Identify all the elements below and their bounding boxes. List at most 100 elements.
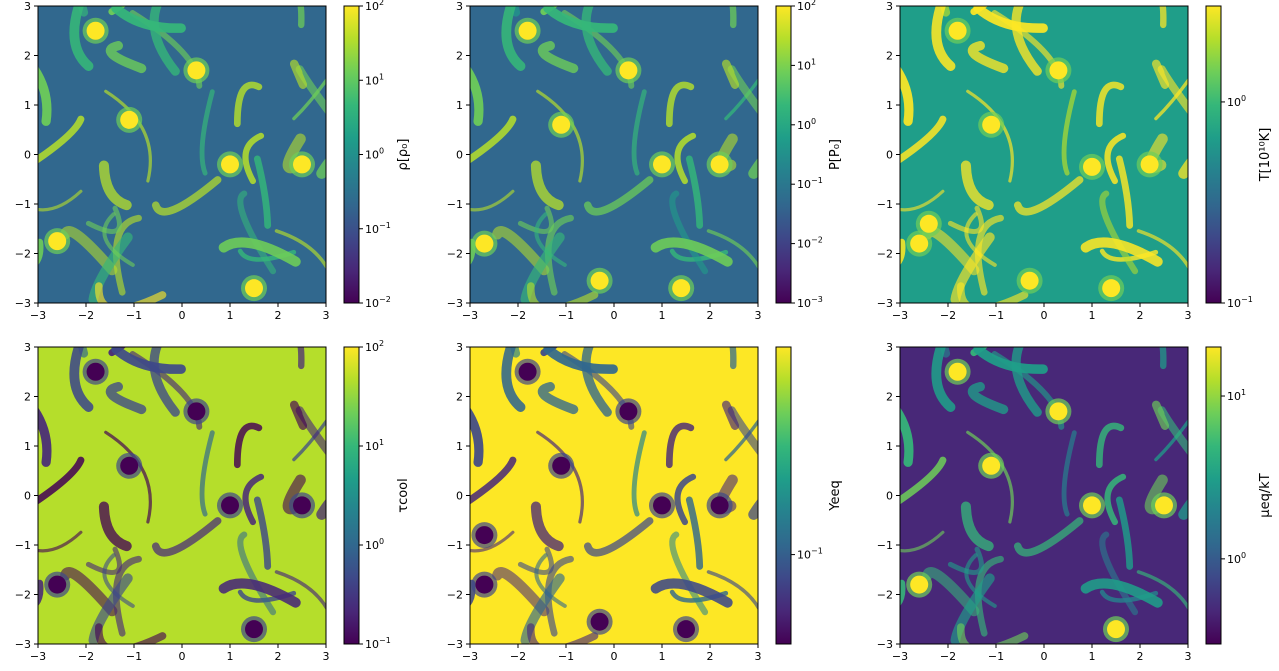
filament bbox=[631, 89, 647, 176]
filament bbox=[253, 155, 272, 229]
colorbar bbox=[343, 5, 360, 304]
filament bbox=[534, 553, 567, 608]
clump bbox=[293, 155, 311, 174]
filament bbox=[38, 115, 85, 164]
colorbar-tick-label: 10−1 bbox=[797, 547, 823, 562]
filament bbox=[1115, 496, 1134, 570]
clump bbox=[120, 456, 139, 475]
filament bbox=[900, 189, 945, 212]
filament bbox=[316, 498, 326, 520]
x-tick-label: −3 bbox=[30, 309, 46, 322]
clump bbox=[1083, 157, 1101, 176]
clump bbox=[653, 496, 671, 515]
x-tick-label: 3 bbox=[1185, 309, 1192, 322]
filament bbox=[492, 567, 550, 617]
x-tick-label: 1 bbox=[1089, 650, 1096, 663]
filament bbox=[950, 232, 995, 303]
filament bbox=[105, 41, 147, 74]
colorbar-label: τcool bbox=[396, 478, 411, 513]
colorbar-tick-label: 10−1 bbox=[365, 221, 391, 236]
colorbar bbox=[1205, 5, 1222, 304]
filament bbox=[1159, 347, 1167, 370]
y-tick-label: 1 bbox=[886, 99, 893, 112]
filament bbox=[964, 212, 997, 267]
y-tick-label: 0 bbox=[456, 490, 463, 503]
y-tick-label: 1 bbox=[456, 99, 463, 112]
panel-5: −3 −2 −1 0 1 2 3 −3 −2 −1 0 1 2 3 10−1 Yeeq bbox=[447, 341, 843, 663]
x-tick-label: −1 bbox=[988, 309, 1004, 322]
clump bbox=[590, 271, 609, 290]
y-tick-label: 3 bbox=[24, 341, 31, 354]
filament bbox=[95, 623, 167, 644]
y-tick-label: 0 bbox=[886, 490, 893, 503]
x-tick-label: 1 bbox=[659, 650, 666, 663]
filament bbox=[1095, 422, 1125, 469]
clump bbox=[245, 279, 263, 298]
clump bbox=[919, 214, 938, 233]
colorbar-tick-label: 102 bbox=[797, 0, 816, 13]
y-tick-label: 3 bbox=[456, 341, 463, 354]
filament bbox=[38, 189, 83, 212]
y-tick-label: −3 bbox=[877, 297, 893, 310]
clump bbox=[86, 362, 105, 381]
filament bbox=[665, 81, 695, 128]
x-tick-label: −1 bbox=[126, 309, 142, 322]
clump bbox=[910, 575, 929, 594]
x-tick-label: −2 bbox=[510, 309, 526, 322]
clump bbox=[475, 526, 494, 545]
colorbar-label: T[10¹⁰K] bbox=[1258, 128, 1273, 183]
filament bbox=[105, 382, 147, 415]
clump bbox=[1020, 271, 1039, 290]
colorbar-tick-label: 100 bbox=[1227, 551, 1246, 566]
y-tick-label: −1 bbox=[15, 198, 31, 211]
filament bbox=[536, 89, 584, 183]
filament bbox=[527, 282, 599, 303]
filament bbox=[470, 579, 476, 606]
colorbar-tick-label: 10−1 bbox=[365, 636, 391, 651]
clump bbox=[1107, 620, 1125, 639]
filament bbox=[947, 205, 984, 235]
clump bbox=[619, 61, 638, 80]
x-tick-label: −1 bbox=[988, 650, 1004, 663]
colorbar-tick-label: 10−2 bbox=[365, 295, 391, 310]
filament bbox=[964, 553, 997, 608]
panel-6: −3 −2 −1 0 1 2 3 −3 −2 −1 0 1 2 3 101 100 μeq/kT bbox=[877, 341, 1273, 663]
filament bbox=[253, 496, 272, 570]
x-tick-label: 0 bbox=[1041, 309, 1048, 322]
x-tick-label: −3 bbox=[892, 650, 908, 663]
x-tick-label: −2 bbox=[940, 650, 956, 663]
filament bbox=[537, 41, 579, 74]
heatmap-filaments bbox=[470, 347, 758, 644]
heatmap-filaments bbox=[900, 347, 1188, 644]
filament bbox=[900, 579, 906, 606]
colorbar-tick-label: 101 bbox=[365, 72, 384, 87]
filament bbox=[1080, 237, 1163, 267]
clump bbox=[1049, 61, 1068, 80]
y-tick-label: −1 bbox=[447, 539, 463, 552]
filament bbox=[517, 546, 554, 576]
filament bbox=[966, 430, 1014, 524]
clump bbox=[86, 21, 105, 40]
clump bbox=[982, 456, 1001, 475]
filament bbox=[537, 382, 579, 415]
clump bbox=[187, 402, 206, 421]
filament bbox=[237, 531, 277, 616]
x-tick-label: 2 bbox=[275, 309, 282, 322]
filament bbox=[957, 623, 1029, 644]
filament bbox=[583, 517, 654, 557]
filament bbox=[470, 115, 517, 164]
filament bbox=[674, 132, 697, 185]
filament bbox=[931, 347, 956, 412]
filament bbox=[111, 6, 186, 33]
y-tick-label: 2 bbox=[24, 391, 31, 404]
heatmap-filaments bbox=[38, 347, 326, 644]
y-tick-label: −2 bbox=[15, 248, 31, 261]
x-tick-label: −3 bbox=[462, 650, 478, 663]
x-tick-label: −2 bbox=[78, 650, 94, 663]
filament bbox=[706, 229, 758, 270]
filament bbox=[1178, 498, 1188, 520]
clump bbox=[1083, 496, 1101, 515]
filament bbox=[38, 238, 44, 265]
filament bbox=[1095, 81, 1125, 128]
